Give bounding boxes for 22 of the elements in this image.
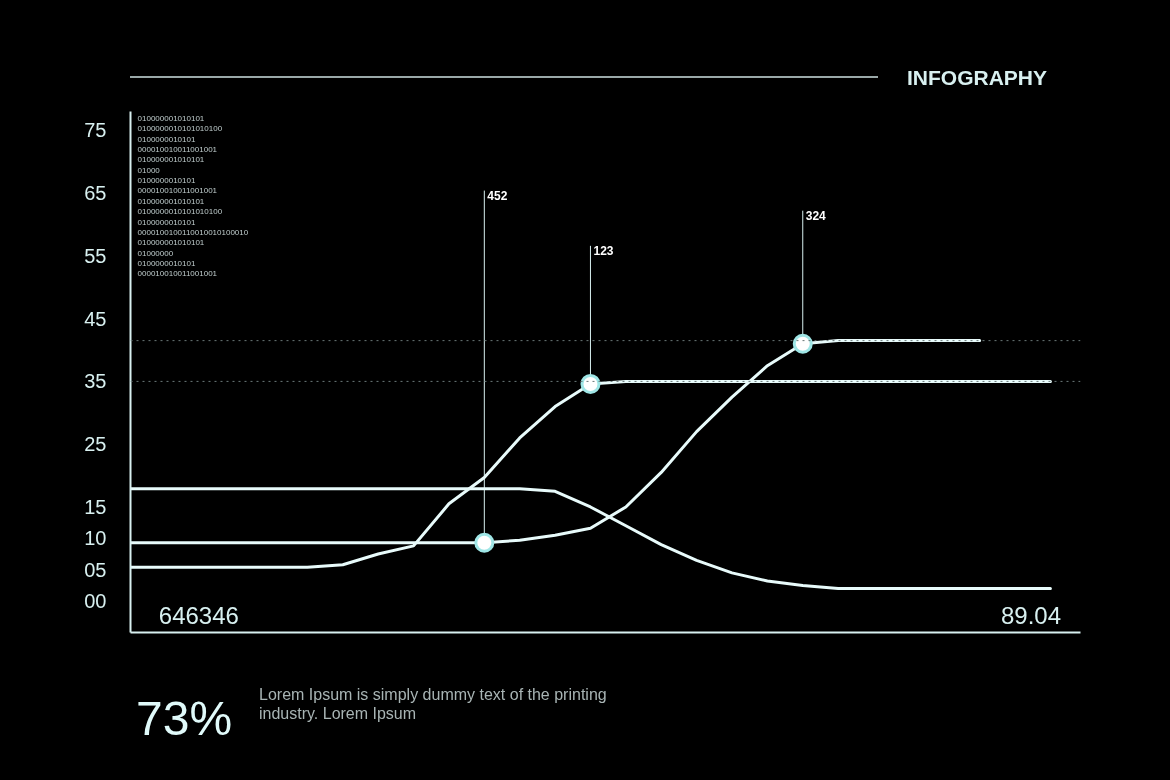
y-tick-label: 35 [84, 370, 107, 393]
point [474, 532, 495, 553]
chart-title: INFOGRAPHY [907, 65, 1048, 91]
annotation: 646346 [158, 601, 239, 629]
text: 73% [136, 691, 233, 747]
annotation: 452 [487, 188, 508, 203]
y-tick-label: 00 [84, 590, 107, 613]
y-tick-label: 05 [84, 558, 107, 581]
text: Lorem Ipsum is simply dummy text of the printing industry. Lorem Ipsum [259, 685, 607, 723]
y-tick-label: 10 [84, 527, 107, 550]
annotation: 123 [593, 243, 614, 258]
y-tick-label: 25 [84, 433, 107, 456]
text: 010000001010101 0100000010101010100 0100000010101 000010010011001001 010000001010101 01000 0100000010101 000010010011001001 010000001010101 0100000010101010100 0100000010101 0000100100110010010100010 010000001010101 01000000 0100000010101 000010010011001001 [137, 114, 249, 279]
y-tick-label: 15 [84, 495, 107, 518]
point [580, 373, 601, 394]
point [792, 333, 813, 354]
annotation: 89.04 [1000, 601, 1062, 629]
y-tick-label: 65 [84, 182, 107, 205]
annotation: 324 [805, 208, 827, 223]
y-tick-label: 75 [84, 119, 107, 142]
y-tick-label: 45 [84, 307, 107, 330]
y-tick-label: 55 [84, 244, 107, 267]
